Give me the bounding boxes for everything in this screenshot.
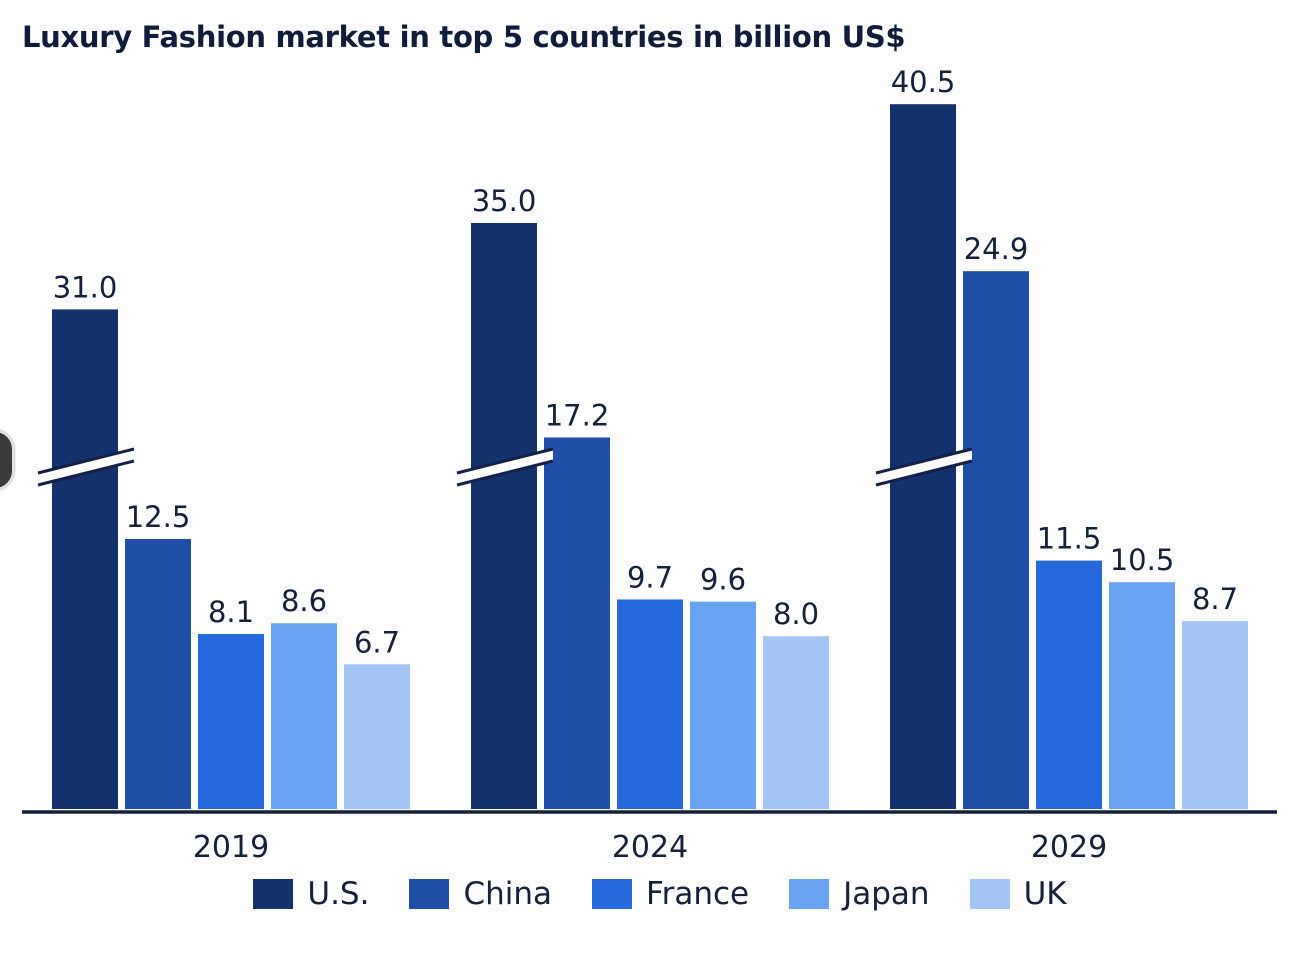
bar-u-s-2019 bbox=[52, 309, 118, 809]
value-label-japan-2029: 10.5 bbox=[1110, 543, 1175, 577]
bar-uk-2029 bbox=[1182, 621, 1248, 809]
legend-item-china: China bbox=[409, 876, 552, 912]
axis-break-line-2019-1 bbox=[37, 447, 135, 475]
x-tick-label-2019: 2019 bbox=[193, 830, 269, 865]
value-label-china-2019: 12.5 bbox=[126, 500, 191, 534]
bar-france-2024 bbox=[617, 599, 683, 809]
legend-item-japan: Japan bbox=[789, 876, 930, 912]
legend-label-uk: UK bbox=[1023, 876, 1067, 912]
bar-france-2019 bbox=[198, 634, 264, 809]
axis-break-line-2029-1 bbox=[875, 447, 973, 475]
value-label-uk-2019: 6.7 bbox=[354, 625, 400, 659]
value-label-uk-2029: 8.7 bbox=[1192, 582, 1238, 616]
legend-swatch-china bbox=[409, 879, 450, 909]
bar-china-2024 bbox=[544, 437, 610, 809]
value-label-china-2029: 24.9 bbox=[964, 232, 1029, 266]
legend-label-japan: Japan bbox=[843, 876, 930, 912]
bars-layer bbox=[52, 104, 1248, 809]
axis-break-line-2024-1 bbox=[456, 447, 554, 475]
axis-break-line-2019-2 bbox=[37, 459, 135, 487]
value-label-uk-2024: 8.0 bbox=[773, 597, 819, 631]
bar-france-2029 bbox=[1036, 560, 1102, 809]
axis-breaks-layer bbox=[37, 447, 973, 487]
axis-break-gap-2024 bbox=[457, 449, 553, 485]
category-labels-layer: 2019 2024 2029 bbox=[193, 830, 1107, 865]
bar-china-2019 bbox=[125, 539, 191, 809]
legend-item-uk: UK bbox=[969, 876, 1067, 912]
value-label-france-2024: 9.7 bbox=[627, 560, 673, 594]
legend-label-france: France bbox=[646, 876, 750, 912]
legend-item-france: France bbox=[592, 876, 749, 912]
axis-break-gap-2019 bbox=[38, 449, 134, 485]
bar-japan-2029 bbox=[1109, 582, 1175, 809]
value-label-u-s-2029: 40.5 bbox=[891, 65, 956, 99]
bar-chart: 31.0 12.5 8.1 8.6 6.7 35.0 17.2 9.7 9.6 8.0 40.5 24… bbox=[22, 65, 1277, 865]
legend-swatch-japan bbox=[789, 879, 830, 909]
x-tick-label-2024: 2024 bbox=[612, 830, 688, 865]
axis-break-line-2029-2 bbox=[875, 459, 973, 487]
legend-label-u-s: U.S. bbox=[307, 876, 370, 912]
value-label-china-2024: 17.2 bbox=[545, 398, 610, 432]
value-label-japan-2019: 8.6 bbox=[281, 584, 327, 618]
legend-label-china: China bbox=[463, 876, 553, 912]
chart-title: Luxury Fashion market in top 5 countries… bbox=[22, 20, 906, 54]
bar-japan-2024 bbox=[690, 601, 756, 809]
axis-break-gap-2029 bbox=[876, 449, 972, 485]
value-label-u-s-2024: 35.0 bbox=[472, 184, 537, 218]
legend: U.S. China France Japan UK bbox=[0, 876, 1302, 912]
bar-uk-2019 bbox=[344, 664, 410, 809]
x-tick-label-2029: 2029 bbox=[1031, 830, 1107, 865]
bar-china-2029 bbox=[963, 271, 1029, 809]
value-label-japan-2024: 9.6 bbox=[700, 563, 746, 597]
bar-uk-2024 bbox=[763, 636, 829, 809]
legend-swatch-uk bbox=[969, 879, 1010, 909]
bar-japan-2019 bbox=[271, 623, 337, 809]
value-label-u-s-2019: 31.0 bbox=[53, 270, 118, 304]
value-label-france-2029: 11.5 bbox=[1037, 522, 1102, 556]
legend-swatch-france bbox=[592, 879, 633, 909]
legend-item-u-s: U.S. bbox=[253, 876, 369, 912]
bar-u-s-2024 bbox=[471, 223, 537, 809]
value-labels-layer: 31.0 12.5 8.1 8.6 6.7 35.0 17.2 9.7 9.6 8.0 40.5 24… bbox=[53, 65, 1238, 659]
legend-swatch-u-s bbox=[253, 879, 294, 909]
value-label-france-2019: 8.1 bbox=[208, 595, 254, 629]
axis-break-line-2024-2 bbox=[456, 459, 554, 487]
